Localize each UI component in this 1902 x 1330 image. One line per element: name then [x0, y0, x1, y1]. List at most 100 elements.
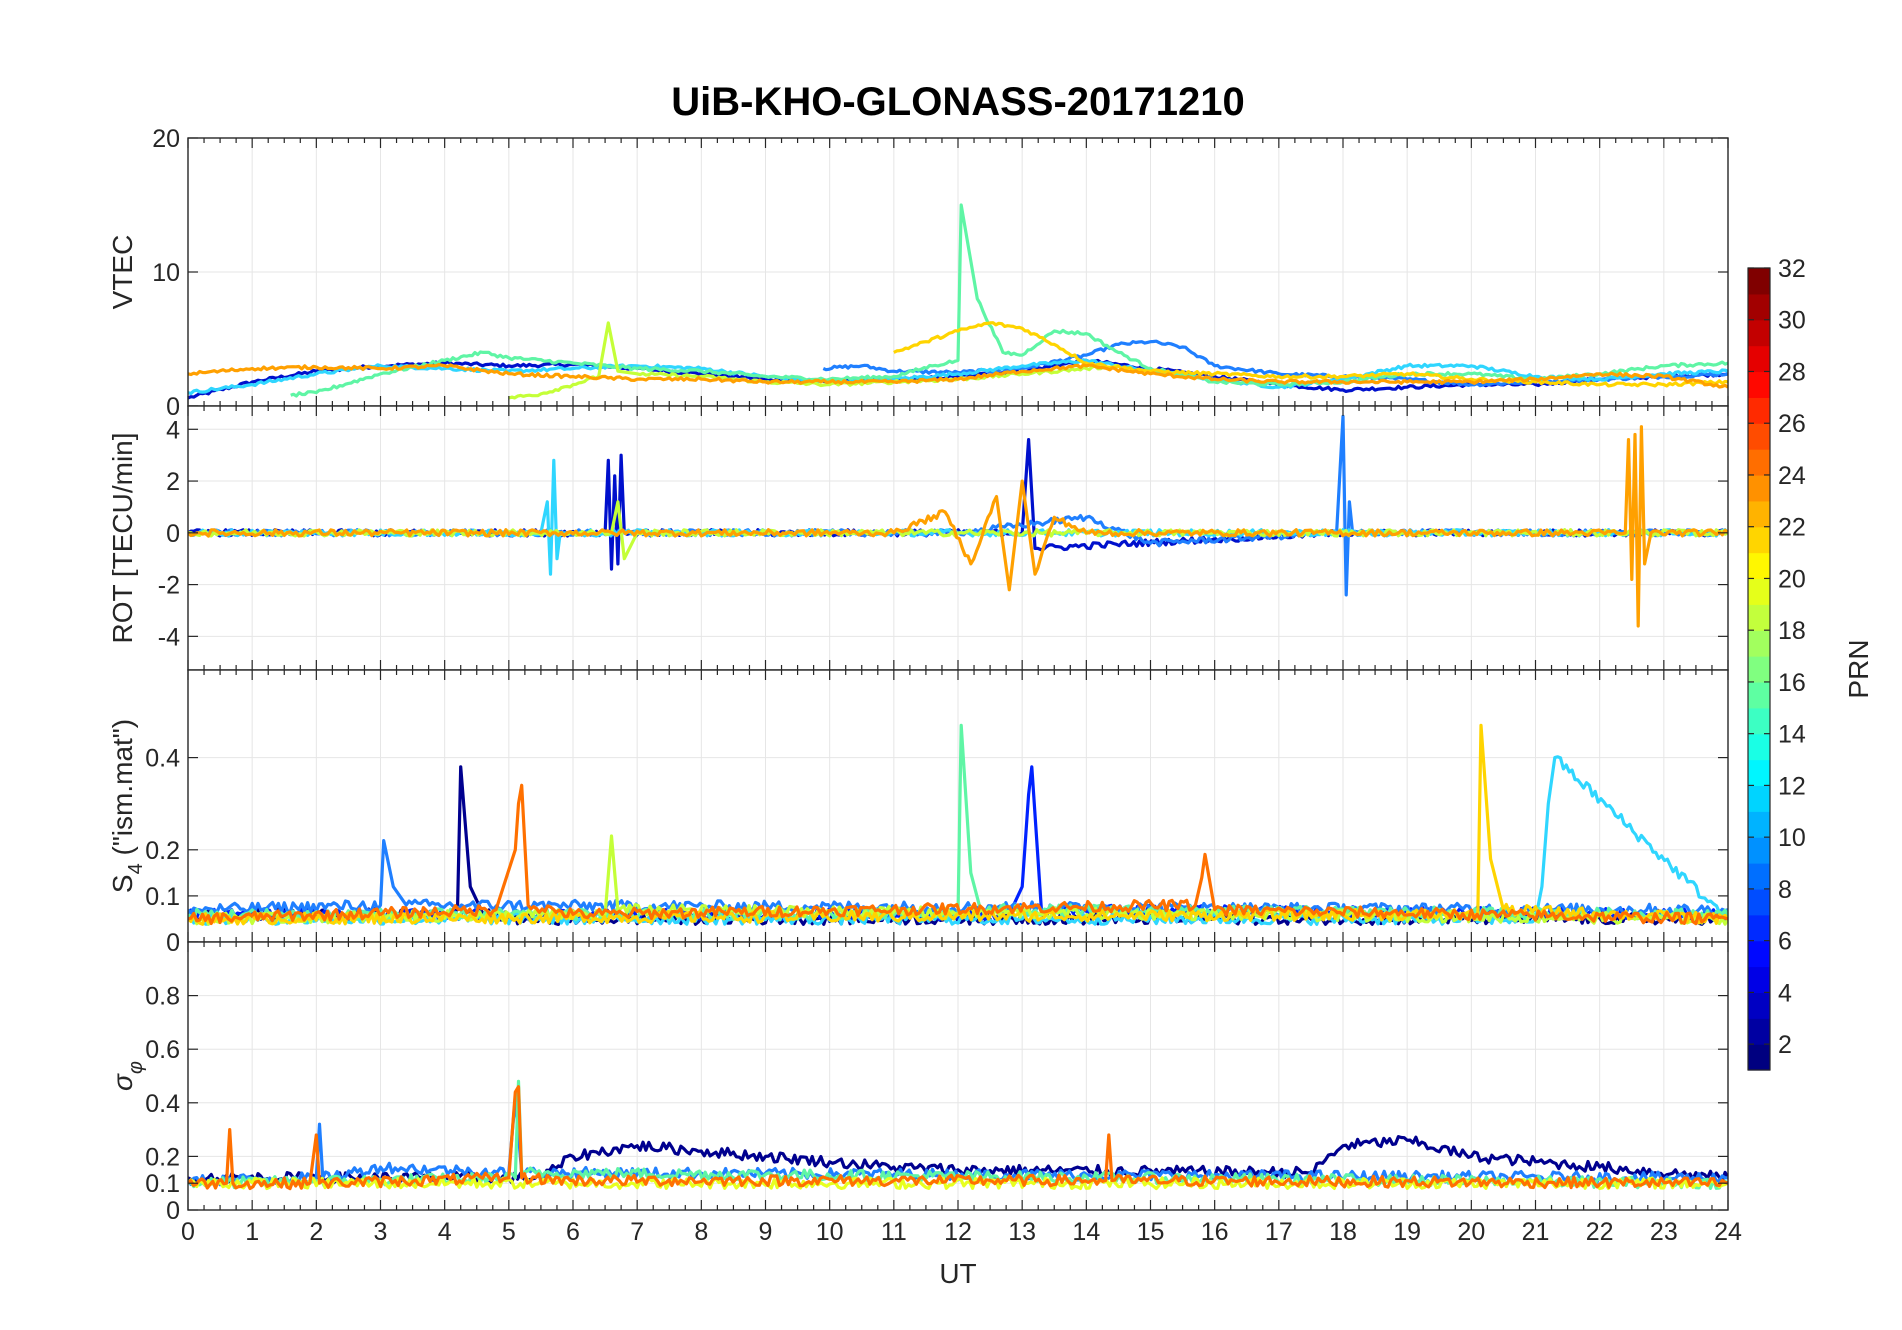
colorbar-segment — [1748, 371, 1770, 398]
x-tick-labels: 0 1 2 3 4 5 6 7 8 9 10 11 12 13 14 15 16 17 18 19 20 21 22 23 24 — [181, 1218, 1742, 1246]
colorbar-segment — [1748, 785, 1770, 812]
colorbar-tick-label: 8 — [1778, 876, 1792, 904]
panel-rot: -4 -2 0 2 4 ROT [TECU/min] — [107, 405, 1729, 671]
y-tick-label: 0.2 — [145, 1143, 180, 1171]
colorbar-tick-label: 20 — [1778, 565, 1806, 593]
y-tick-label: 0.4 — [145, 745, 180, 773]
colorbar-segment — [1748, 656, 1770, 683]
colorbar-tick-label: 14 — [1778, 721, 1806, 749]
colorbar-segment — [1748, 578, 1770, 605]
colorbar-segment — [1748, 319, 1770, 347]
x-tick-label: 24 — [1714, 1218, 1742, 1246]
series-prn-21 — [893, 321, 1728, 388]
panel-s4-series — [188, 723, 1728, 926]
colorbar-tick-label: 10 — [1778, 824, 1806, 852]
colorbar-tick-label: 26 — [1778, 410, 1806, 438]
x-tick-label: 8 — [694, 1218, 708, 1246]
y-tick-label: 2 — [166, 468, 180, 496]
x-tick-label: 21 — [1522, 1218, 1550, 1246]
panel-s4-ylabel: S4 ("ism.mat") — [107, 719, 147, 893]
panel-sigma: 00.10.2 0.4 0.6 0.8 σφ — [107, 941, 1729, 1225]
x-tick-label: 11 — [881, 1218, 907, 1246]
x-tick-label: 22 — [1586, 1218, 1614, 1246]
colorbar-tick-label: 28 — [1778, 358, 1806, 386]
colorbar-segment — [1748, 811, 1770, 838]
colorbar-tick-label: 12 — [1778, 772, 1806, 800]
x-tick-label: 7 — [630, 1218, 644, 1246]
y-tick-label: 0.2 — [145, 837, 180, 865]
y-tick-label: 20 — [152, 125, 180, 153]
colorbar-segment — [1748, 863, 1770, 890]
panel-sigma-xticks — [187, 942, 1729, 1210]
panel-rot-grid — [188, 406, 1728, 670]
x-tick-label: 14 — [1072, 1218, 1100, 1246]
colorbar-segment — [1748, 449, 1770, 476]
colorbar-label: PRN — [1843, 639, 1874, 698]
x-tick-label: 6 — [566, 1218, 580, 1246]
panel-vtec-grid — [188, 138, 1728, 406]
y-tick-label: 0.1 — [145, 1170, 180, 1198]
colorbar-tick-label: 4 — [1778, 979, 1792, 1007]
colorbar-segment — [1748, 604, 1770, 631]
x-tick-label: 23 — [1650, 1218, 1678, 1246]
colorbar-tick-label: 32 — [1778, 255, 1806, 283]
x-tick-label: 10 — [816, 1218, 844, 1246]
series-prn-15 — [290, 203, 1728, 398]
x-tick-label: 0 — [181, 1218, 195, 1246]
panel-sigma-ylabel: σφ — [107, 1061, 147, 1091]
panel-sigma-series — [188, 1079, 1728, 1191]
colorbar-tick-label: 18 — [1778, 617, 1806, 645]
colorbar-tick-label: 16 — [1778, 669, 1806, 697]
colorbar-segment — [1748, 759, 1770, 787]
x-tick-label: 17 — [1265, 1218, 1293, 1246]
colorbar-segment — [1748, 914, 1770, 942]
colorbar-segment — [1748, 733, 1770, 761]
y-tick-label: 4 — [166, 416, 180, 444]
panel-s4: 0 0.1 0.2 0.4S4 ("ism.mat") — [107, 669, 1729, 957]
colorbar-segment — [1748, 992, 1770, 1019]
y-tick-label: 0 — [166, 1197, 180, 1225]
series-prn-18 — [508, 321, 1119, 400]
colorbar-tick-label: 30 — [1778, 307, 1806, 335]
chart-title: UiB-KHO-GLONASS-20171210 — [671, 80, 1245, 124]
x-tick-label: 15 — [1137, 1218, 1165, 1246]
x-tick-label: 13 — [1008, 1218, 1036, 1246]
series-prn-23 — [188, 363, 1728, 389]
panel-rot-ylabel: ROT [TECU/min] — [107, 432, 138, 643]
colorbar-frame — [1747, 267, 1771, 1071]
colorbar-segment — [1748, 837, 1770, 864]
x-tick-label: 9 — [759, 1218, 773, 1246]
x-tick-label: 20 — [1457, 1218, 1485, 1246]
series-prn-24 — [188, 1085, 1728, 1191]
colorbar-tick-label: 22 — [1778, 514, 1806, 542]
x-axis-label: UT — [939, 1258, 976, 1289]
panel-vtec-ylabel: VTEC — [107, 235, 138, 310]
colorbar-segment — [1748, 940, 1770, 968]
colorbar-tick-label: 2 — [1778, 1031, 1792, 1059]
series-prn-24 — [188, 783, 1728, 926]
colorbar-segment — [1748, 500, 1770, 528]
x-tick-label: 5 — [502, 1218, 516, 1246]
colorbar-segment — [1748, 397, 1770, 424]
colorbar-segment — [1748, 707, 1770, 735]
y-tick-label: -4 — [158, 623, 180, 651]
colorbar-segment — [1748, 888, 1770, 916]
y-tick-label: 0 — [166, 393, 180, 421]
y-tick-label: -2 — [158, 572, 180, 600]
colorbar-segment — [1748, 345, 1770, 373]
panel-rot-xticks — [187, 406, 1729, 670]
panel-rot-series — [188, 414, 1728, 628]
colorbar-segment — [1748, 1044, 1770, 1071]
panel-vtec: 0 10 20 VTEC — [107, 125, 1729, 421]
series-prn-11 — [188, 358, 1728, 396]
y-tick-label: 0.1 — [145, 883, 180, 911]
colorbar-segment — [1748, 268, 1770, 295]
x-tick-label: 1 — [245, 1218, 259, 1246]
colorbar-tick-label: 24 — [1778, 462, 1806, 490]
x-tick-label: 16 — [1201, 1218, 1229, 1246]
y-tick-label: 0.6 — [145, 1036, 180, 1064]
colorbar-segment — [1748, 681, 1770, 709]
